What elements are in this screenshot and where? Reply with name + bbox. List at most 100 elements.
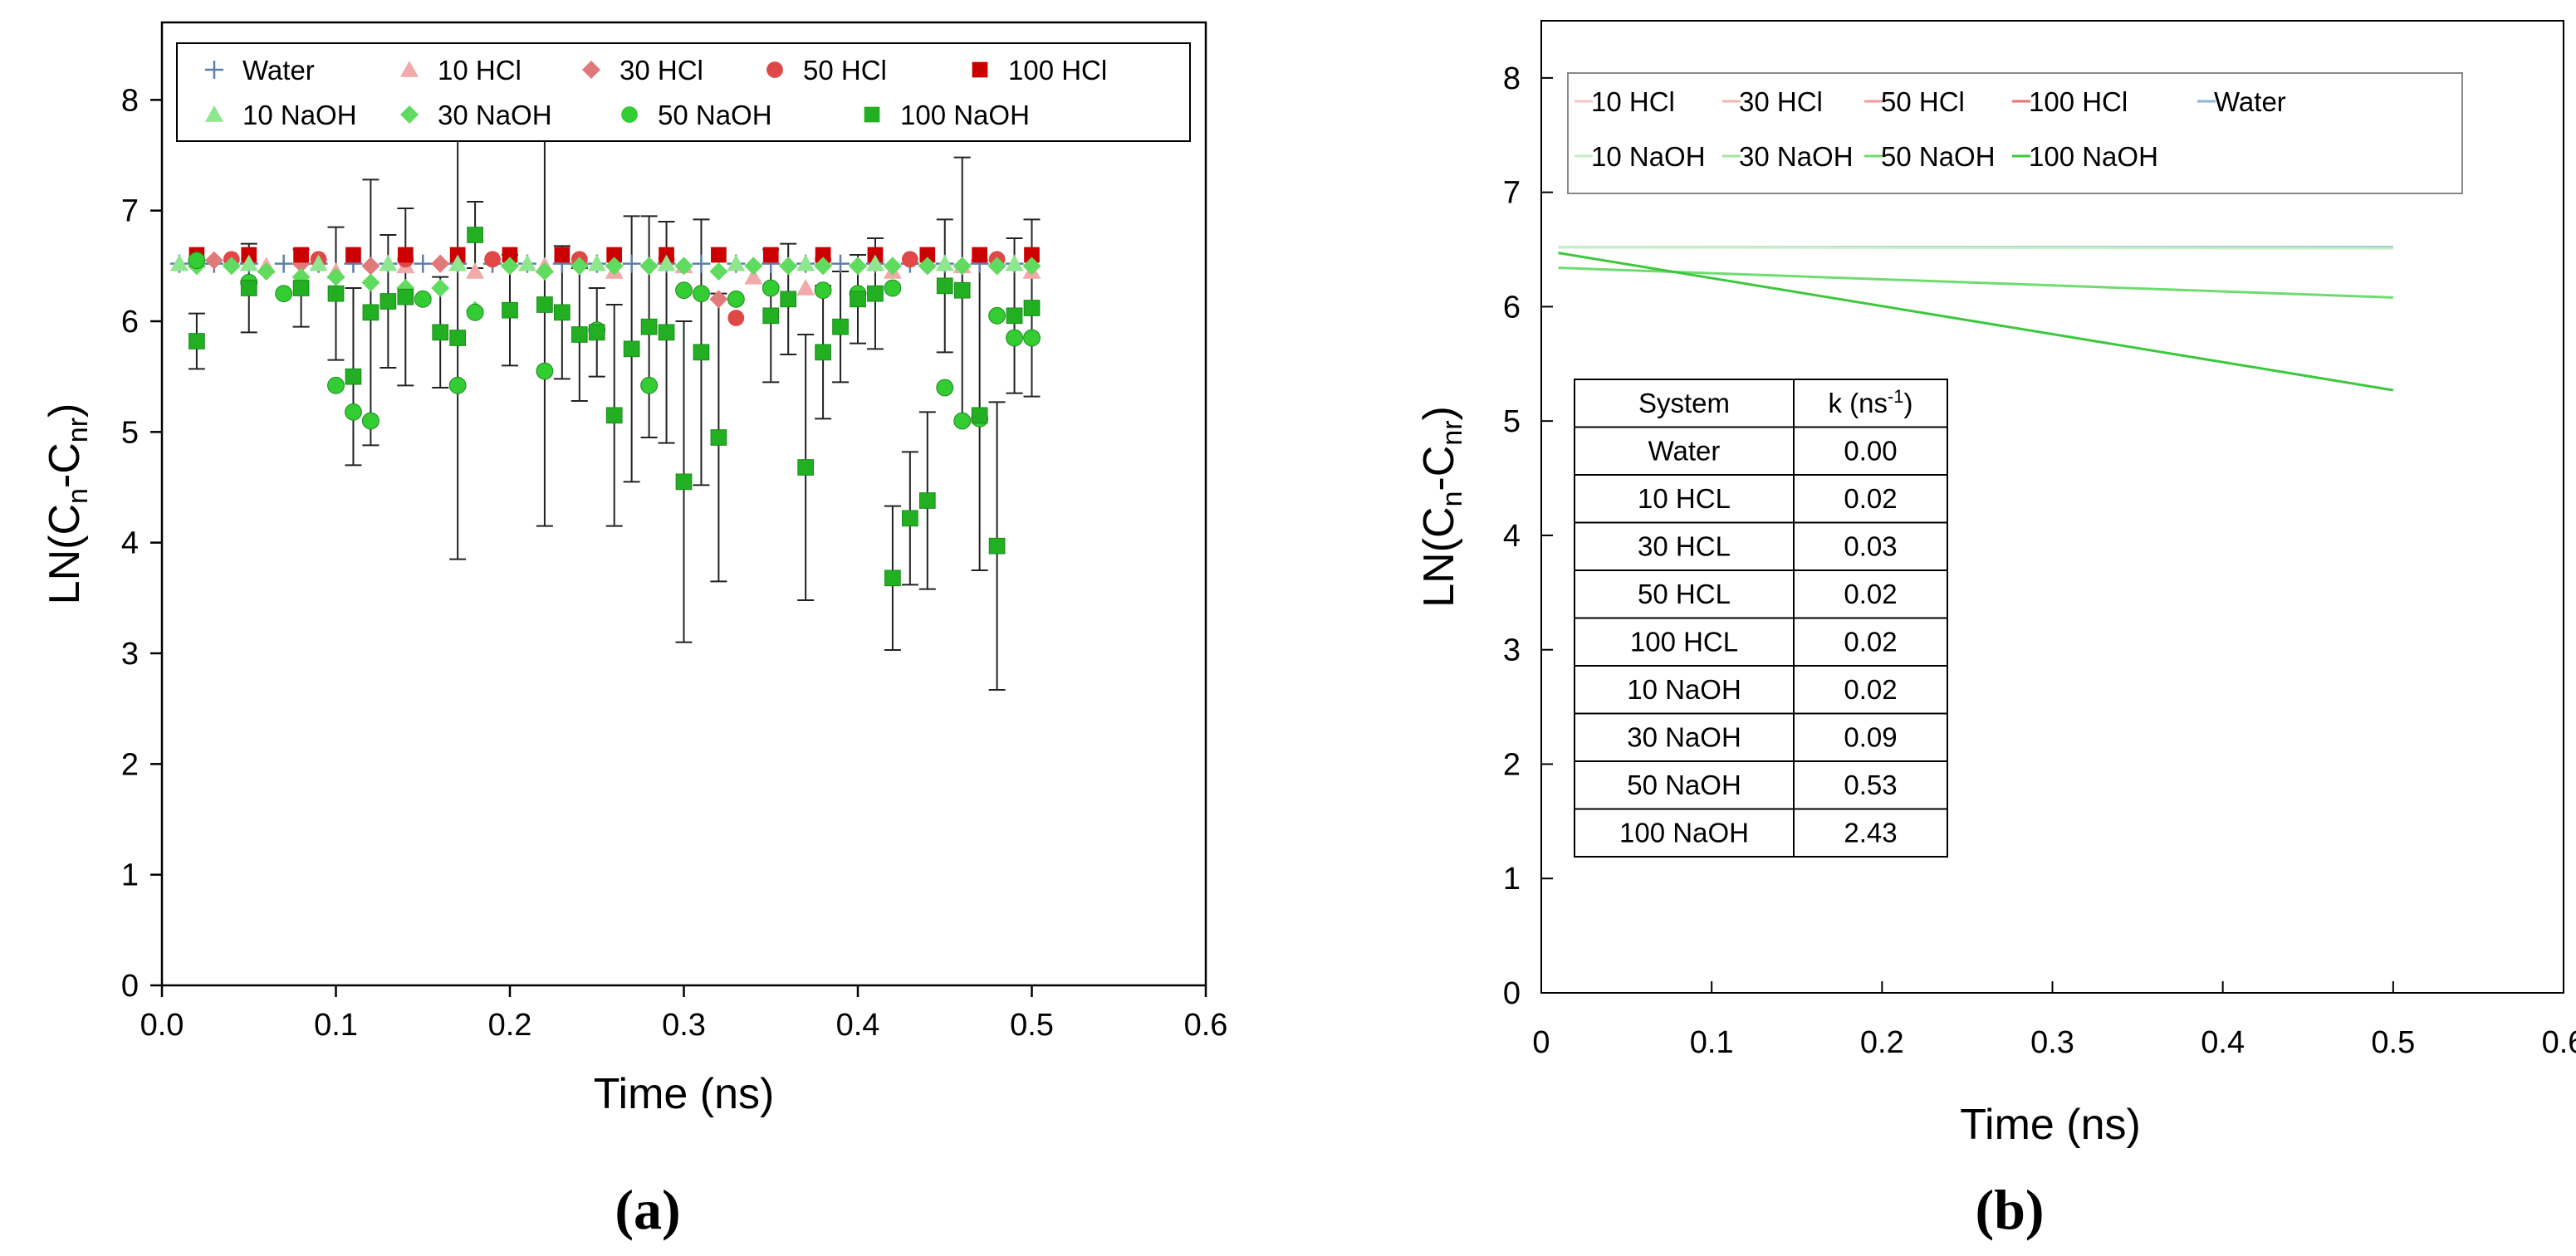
legend-label: 50 HCl	[803, 55, 887, 86]
panel-a: 0.0 0.1 0.2 0.3 0.4 0.5 0.6 0 1 2 3 4 5 6 7 8 Time (ns…	[41, 21, 1227, 1241]
data-point	[796, 254, 815, 271]
legend-label: Water	[242, 55, 315, 86]
data-point	[883, 257, 902, 276]
data-point	[779, 257, 798, 276]
legend-label: 100 NaOH	[2029, 141, 2158, 172]
data-point	[744, 267, 763, 285]
data-point	[536, 296, 553, 313]
data-point	[448, 376, 467, 394]
panel-b-x-tick-label: 0.1	[1690, 1025, 1734, 1060]
panel-a-error-bars	[188, 82, 1041, 691]
table-cell-system: 50 HCL	[1638, 579, 1731, 609]
legend-marker	[621, 106, 638, 123]
data-point	[902, 510, 918, 527]
data-point	[1023, 300, 1041, 316]
data-point	[884, 569, 901, 587]
data-point	[987, 257, 1006, 276]
data-point	[971, 407, 988, 424]
panel-a-x-tick-label: 0.4	[836, 1008, 880, 1043]
data-point	[188, 252, 206, 270]
data-point	[640, 376, 658, 394]
data-point	[814, 281, 832, 300]
data-point	[361, 273, 380, 292]
data-point	[327, 285, 345, 302]
data-point	[709, 262, 728, 281]
panel-b-fit-lines	[1558, 246, 2394, 392]
table-cell-system: 10 NaOH	[1627, 674, 1741, 705]
panel-a-y-tick-label: 0	[121, 969, 139, 1004]
data-point	[936, 379, 954, 397]
data-point	[554, 247, 571, 263]
legend-marker	[864, 106, 880, 123]
data-point	[936, 277, 953, 295]
data-point	[814, 257, 833, 276]
table-cell-system: 100 NaOH	[1619, 818, 1749, 848]
panel-b-x-tick-label: 0.4	[2201, 1025, 2245, 1060]
table-cell-system: 30 NaOH	[1627, 722, 1741, 753]
series-30-naoh	[187, 257, 1041, 320]
data-point	[815, 344, 831, 361]
legend-marker	[582, 61, 600, 79]
data-point	[797, 459, 814, 476]
series-100-hcl	[189, 247, 1040, 263]
panel-a-x-ticks: 0.0 0.1 0.2 0.3 0.4 0.5 0.6	[140, 985, 1227, 1043]
data-point	[345, 403, 362, 421]
data-point	[1024, 247, 1040, 263]
table-cell-system: 10 HCL	[1638, 483, 1731, 514]
legend-label: 50 HCl	[1881, 86, 1965, 117]
legend-marker	[205, 105, 223, 122]
data-point	[1023, 329, 1041, 347]
data-point	[517, 254, 536, 271]
panel-b-x-tick-label: 0.2	[1860, 1025, 1904, 1060]
fit-line-10-naoh	[1558, 246, 2393, 250]
data-point	[275, 285, 293, 303]
table-cell-system: Water	[1648, 436, 1721, 467]
data-point	[222, 257, 241, 276]
data-point	[501, 257, 519, 276]
legend-label: 30 NaOH	[438, 100, 552, 130]
data-point	[953, 257, 972, 276]
panel-b-y-tick-label: 3	[1503, 633, 1521, 668]
rate-constant-table: System k (ns-1) Water 0.00 10 HCL 0.02 30 HCL 0…	[1574, 379, 1948, 858]
data-point	[1022, 257, 1041, 276]
data-point	[884, 279, 902, 297]
data-point	[189, 333, 205, 349]
legend-label: 30 HCl	[1739, 86, 1823, 117]
panel-a-y-tick-label: 1	[121, 858, 139, 893]
data-point	[570, 257, 589, 276]
data-point	[727, 290, 745, 308]
table-cell-k: 0.09	[1844, 722, 1897, 753]
panel-a-y-tick-label: 5	[121, 415, 139, 450]
data-point	[762, 247, 779, 263]
data-point	[239, 254, 258, 271]
panel-b-legend-box	[1567, 72, 2463, 194]
data-point	[169, 254, 189, 271]
panel-a-y-tick-label: 4	[121, 526, 139, 561]
data-point	[240, 280, 257, 296]
data-point	[379, 254, 398, 271]
data-point	[762, 279, 780, 297]
panel-b-y-tick-label: 8	[1503, 61, 1521, 96]
data-point	[326, 267, 345, 286]
data-point	[587, 254, 606, 271]
panel-a-x-tick-label: 0.3	[662, 1008, 706, 1043]
data-point	[414, 290, 432, 308]
legend-marker	[400, 61, 419, 77]
data-point	[849, 257, 867, 276]
data-point	[1006, 307, 1023, 325]
data-point	[972, 247, 987, 263]
data-point	[623, 340, 640, 358]
data-point	[345, 368, 362, 385]
panel-a-x-tick-label: 0.5	[1010, 1008, 1054, 1043]
data-point	[692, 254, 711, 273]
panel-b-y-tick-label: 4	[1503, 519, 1521, 554]
panel-a-y-tick-label: 7	[121, 194, 139, 229]
legend-label: 100 NaOH	[900, 100, 1030, 130]
panel-a-x-tick-label: 0.1	[314, 1008, 358, 1043]
table-cell-k: 0.53	[1844, 770, 1897, 800]
data-point	[535, 262, 554, 281]
data-point	[345, 247, 361, 263]
table-cell-system: 50 NaOH	[1627, 770, 1741, 800]
data-point	[274, 254, 293, 273]
